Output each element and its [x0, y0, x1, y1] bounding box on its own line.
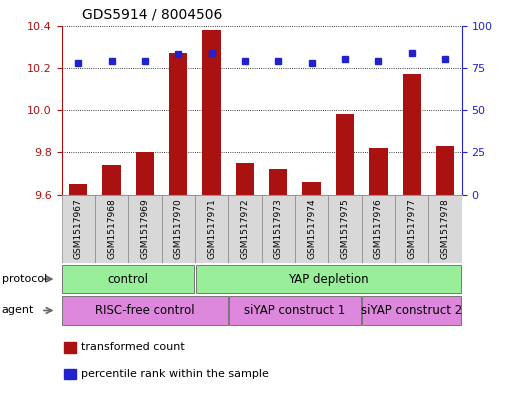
Bar — [64, 342, 75, 353]
Bar — [336, 114, 354, 195]
Bar — [162, 195, 195, 263]
Bar — [295, 26, 328, 195]
Bar — [195, 195, 228, 263]
Text: agent: agent — [2, 305, 34, 316]
Bar — [62, 26, 95, 195]
Bar — [128, 26, 162, 195]
Bar — [195, 26, 228, 195]
Text: siYAP construct 2: siYAP construct 2 — [361, 304, 462, 317]
Bar — [303, 182, 321, 195]
Text: GDS5914 / 8004506: GDS5914 / 8004506 — [82, 7, 222, 22]
Text: YAP depletion: YAP depletion — [288, 272, 369, 286]
Bar — [436, 146, 454, 195]
Text: RISC-free control: RISC-free control — [95, 304, 195, 317]
Bar — [128, 195, 162, 263]
Bar — [362, 195, 395, 263]
Text: percentile rank within the sample: percentile rank within the sample — [81, 369, 269, 379]
Bar — [169, 53, 187, 195]
Text: GSM1517971: GSM1517971 — [207, 198, 216, 259]
Text: GSM1517968: GSM1517968 — [107, 198, 116, 259]
Bar — [228, 26, 262, 195]
Bar — [64, 369, 75, 379]
Text: GSM1517972: GSM1517972 — [241, 198, 249, 259]
Bar — [62, 264, 194, 294]
Bar — [103, 165, 121, 195]
Text: GSM1517969: GSM1517969 — [141, 198, 149, 259]
Bar — [236, 163, 254, 195]
Text: transformed count: transformed count — [81, 342, 185, 353]
Bar — [395, 26, 428, 195]
Text: GSM1517976: GSM1517976 — [374, 198, 383, 259]
Text: GSM1517974: GSM1517974 — [307, 198, 316, 259]
Bar — [428, 26, 462, 195]
Bar — [328, 26, 362, 195]
Text: GSM1517967: GSM1517967 — [74, 198, 83, 259]
Bar — [295, 195, 328, 263]
Bar — [362, 296, 461, 325]
Bar — [262, 26, 295, 195]
Bar — [62, 195, 95, 263]
Bar — [228, 195, 262, 263]
Bar — [203, 30, 221, 195]
Bar — [62, 296, 228, 325]
Bar — [428, 195, 462, 263]
Text: protocol: protocol — [2, 274, 47, 284]
Text: GSM1517977: GSM1517977 — [407, 198, 416, 259]
Bar — [69, 184, 87, 195]
Text: GSM1517973: GSM1517973 — [274, 198, 283, 259]
Bar — [95, 195, 128, 263]
Bar — [328, 195, 362, 263]
Bar — [403, 74, 421, 195]
Bar — [395, 195, 428, 263]
Bar — [262, 195, 295, 263]
Bar — [162, 26, 195, 195]
Bar — [369, 148, 387, 195]
Bar — [229, 296, 361, 325]
Bar — [136, 152, 154, 195]
Bar — [195, 264, 461, 294]
Text: control: control — [108, 272, 149, 286]
Text: GSM1517975: GSM1517975 — [341, 198, 349, 259]
Bar — [362, 26, 395, 195]
Bar — [95, 26, 128, 195]
Text: GSM1517970: GSM1517970 — [174, 198, 183, 259]
Bar — [269, 169, 287, 195]
Text: siYAP construct 1: siYAP construct 1 — [244, 304, 346, 317]
Text: GSM1517978: GSM1517978 — [441, 198, 449, 259]
